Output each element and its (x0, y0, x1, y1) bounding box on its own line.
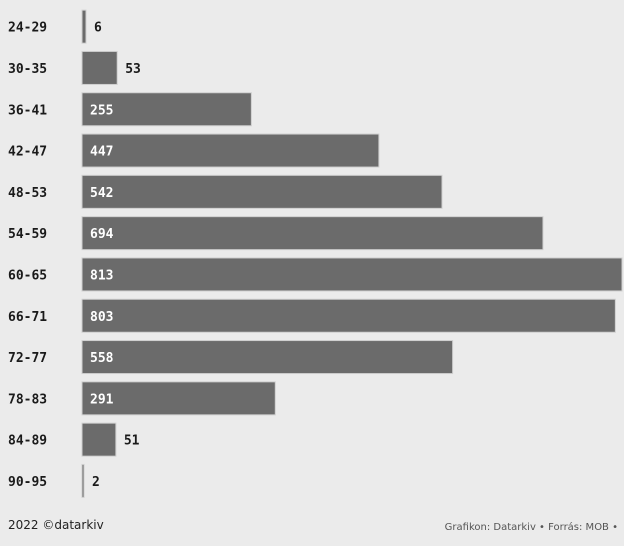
value-label-60-65: 813 (90, 268, 113, 283)
category-label-30-35: 30-35 (8, 62, 47, 77)
bar-30-35 (81, 50, 118, 85)
category-label-24-29: 24-29 (8, 21, 47, 36)
category-label-54-59: 54-59 (8, 227, 47, 242)
category-label-42-47: 42-47 (8, 145, 47, 160)
value-label-30-35: 53 (125, 62, 141, 77)
value-label-54-59: 694 (90, 227, 114, 242)
category-label-90-95: 90-95 (8, 475, 47, 490)
footer-copyright: 2022 ©datarkiv (8, 518, 104, 532)
bar-72-77 (81, 340, 454, 375)
value-label-24-29: 6 (94, 21, 102, 36)
value-label-90-95: 2 (92, 475, 100, 490)
category-label-66-71: 66-71 (8, 310, 47, 325)
bar-78-83 (81, 381, 276, 416)
bar-24-29 (81, 9, 87, 44)
bar-84-89 (81, 422, 117, 457)
value-label-36-41: 255 (90, 103, 113, 118)
bar-90-95 (81, 463, 85, 498)
bar-48-53 (81, 174, 443, 209)
value-label-48-53: 542 (90, 186, 113, 201)
value-label-42-47: 447 (90, 145, 113, 160)
bar-42-47 (81, 133, 380, 168)
value-label-66-71: 803 (90, 310, 113, 325)
value-label-78-83: 291 (90, 392, 114, 407)
bar-54-59 (81, 216, 544, 251)
value-label-72-77: 558 (90, 351, 114, 366)
category-label-84-89: 84-89 (8, 434, 47, 449)
bar-60-65 (81, 257, 623, 292)
value-label-84-89: 51 (124, 434, 140, 449)
bar-chart: 24-29 6 30-35 53 36-41 255 42-47 447 48-53 542 54-… (8, 9, 623, 498)
category-label-48-53: 48-53 (8, 186, 47, 201)
category-label-36-41: 36-41 (8, 103, 47, 118)
category-label-72-77: 72-77 (8, 351, 47, 366)
bar-36-41 (81, 92, 252, 127)
category-label-60-65: 60-65 (8, 268, 47, 283)
category-label-78-83: 78-83 (8, 392, 47, 407)
footer-source: Grafikon: Datarkiv • Forrás: MOB • (444, 522, 618, 533)
bar-66-71 (81, 298, 616, 333)
